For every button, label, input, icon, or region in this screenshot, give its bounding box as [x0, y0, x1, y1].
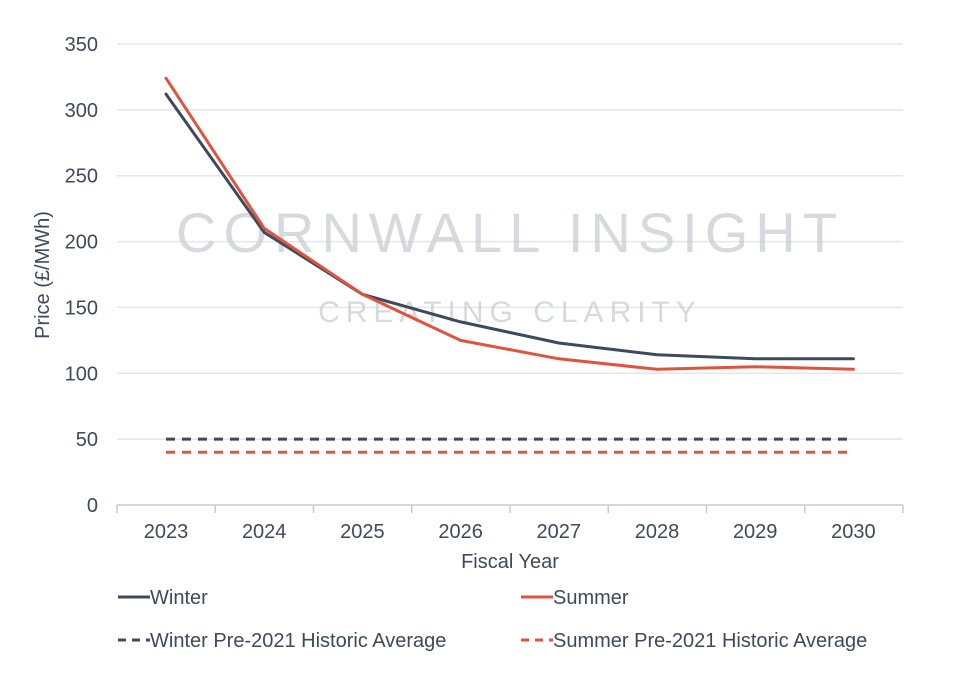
- legend-item: Summer Pre-2021 Historic Average: [521, 630, 867, 652]
- x-tick-label: 2028: [635, 521, 680, 543]
- y-tick-label: 150: [65, 297, 98, 319]
- series-line-winter: [164, 92, 855, 361]
- legend-item: Summer: [521, 587, 629, 609]
- legend-label: Winter Pre-2021 Historic Average: [150, 630, 446, 652]
- legend-label: Summer: [553, 587, 629, 609]
- y-tick-label: 300: [65, 100, 98, 122]
- gridlines: [117, 43, 903, 440]
- y-tick-label: 350: [65, 34, 98, 56]
- y-tick-label: 250: [65, 166, 98, 188]
- series-line-summer: [164, 76, 855, 371]
- legend-item: Winter Pre-2021 Historic Average: [118, 630, 446, 652]
- watermark-main-text: CORNWALL INSIGHT: [176, 201, 844, 264]
- x-tick-label: 2024: [242, 521, 287, 543]
- legend-item: Winter: [118, 587, 208, 609]
- legend: Winter Summer Winter Pre-2021 Historic Ave…: [118, 587, 867, 652]
- axes: 0 50 100 150 200 250 300 350 2023 2024 2025 2026 202…: [65, 34, 904, 543]
- y-axis-title: Price (£/MWh): [32, 211, 54, 339]
- watermark: CORNWALL INSIGHT CREATING CLARITY: [176, 201, 844, 329]
- y-tick-label: 50: [76, 429, 98, 451]
- x-tick-label: 2030: [831, 521, 876, 543]
- x-tick-label: 2025: [340, 521, 385, 543]
- y-tick-label: 0: [87, 495, 98, 517]
- x-tick-label: 2026: [438, 521, 483, 543]
- legend-label: Winter: [150, 587, 208, 609]
- axis-labels: Fiscal Year Price (£/MWh): [32, 211, 559, 573]
- x-tick-label: 2027: [537, 521, 582, 543]
- x-tick-label: 2023: [144, 521, 189, 543]
- y-tick-label: 100: [65, 363, 98, 385]
- legend-label: Summer Pre-2021 Historic Average: [553, 630, 867, 652]
- x-axis-title: Fiscal Year: [461, 551, 559, 573]
- x-tick-label: 2029: [733, 521, 778, 543]
- y-tick-label: 200: [65, 232, 98, 254]
- series-lines: [164, 76, 855, 454]
